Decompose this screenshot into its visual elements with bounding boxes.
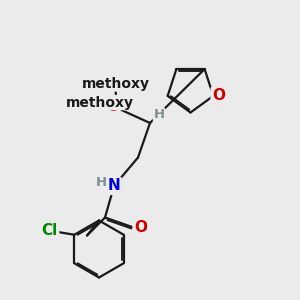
Text: N: N <box>108 178 120 194</box>
Text: O: O <box>212 88 225 104</box>
Text: Cl: Cl <box>42 223 58 238</box>
Text: H: H <box>153 108 165 122</box>
Text: methoxy: methoxy <box>66 96 134 110</box>
Text: O: O <box>134 220 147 236</box>
Text: H: H <box>96 176 107 189</box>
Text: O: O <box>106 99 119 114</box>
Text: methoxy: methoxy <box>82 77 149 91</box>
